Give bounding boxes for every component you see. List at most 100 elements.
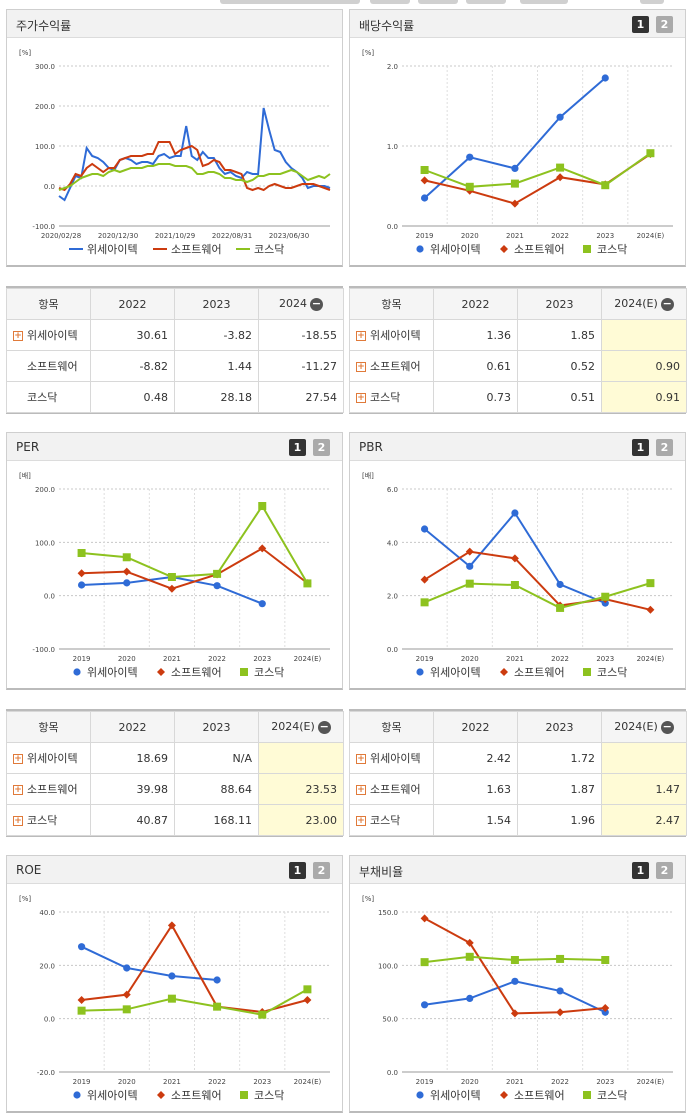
- expand-icon[interactable]: +: [356, 362, 366, 372]
- expand-icon[interactable]: +: [356, 393, 366, 403]
- data-point: [303, 579, 312, 588]
- x-tick-label: 2022/08/31: [212, 232, 252, 240]
- table-row: + 코스닥 0.73 0.51 0.91: [349, 381, 687, 413]
- table-cell: 1.63: [433, 773, 518, 805]
- data-point: [465, 182, 474, 191]
- data-point: [556, 173, 565, 182]
- x-tick-label: 2022: [208, 1078, 226, 1086]
- top-tab[interactable]: [520, 0, 568, 4]
- top-tab[interactable]: [466, 0, 506, 4]
- column-header: 2022: [90, 711, 175, 743]
- row-label: + 위세아이텍: [349, 319, 434, 351]
- page-2-button[interactable]: 2: [656, 862, 673, 879]
- panel-title: 부채비율: [359, 865, 404, 879]
- y-tick-label: 20.0: [39, 962, 55, 970]
- y-tick-label: -20.0: [37, 1069, 55, 1077]
- table-cell: 0.48: [90, 381, 175, 413]
- panel-title: PER: [16, 440, 40, 454]
- data-point: [420, 575, 429, 584]
- column-header: 2024(E) −: [258, 711, 344, 743]
- data-point: [258, 544, 267, 553]
- row-label: + 위세아이텍: [6, 742, 91, 774]
- legend-label: 소프트웨어: [171, 243, 222, 256]
- data-point: [123, 579, 131, 587]
- series-line: [58, 163, 331, 191]
- expand-icon[interactable]: +: [356, 754, 366, 764]
- expand-icon[interactable]: +: [13, 331, 23, 341]
- expand-icon[interactable]: +: [356, 785, 366, 795]
- page-1-button[interactable]: 1: [632, 16, 649, 33]
- data-point: [601, 74, 609, 82]
- data-point: [416, 668, 424, 676]
- table-cell: [601, 319, 687, 351]
- top-tab[interactable]: [370, 0, 410, 4]
- page-1-button[interactable]: 1: [289, 862, 306, 879]
- expand-icon[interactable]: +: [13, 816, 23, 826]
- row-label: + 코스닥: [349, 381, 434, 413]
- series-line: [424, 582, 651, 609]
- x-tick-label: 2020: [461, 232, 479, 240]
- y-tick-label: 0.0: [387, 646, 398, 654]
- pbr-table-wrap: 항목 2022 2023 2024(E) − + 위세아이텍 2.42 1.72 + 소프트웨어 1.…: [349, 709, 687, 837]
- stock-return-panel: 주가수익률 [%] -100.0 0.0 100.0 200.0 300.0 2020/02…: [6, 9, 343, 267]
- table-cell: 1.72: [517, 742, 602, 774]
- table-row: + 위세아이텍 30.61 -3.82 -18.55: [6, 319, 344, 351]
- debt-ratio-panel: 부채비율 1 2 [%] 0.0 50.0 100.0 150.0 2019 2020 202…: [349, 855, 686, 1113]
- data-point: [420, 525, 429, 533]
- panel-title: PBR: [359, 440, 383, 454]
- x-tick-label: 2024(E): [294, 655, 322, 663]
- y-tick-label: 100.0: [35, 143, 55, 151]
- y-tick-label: 2.0: [387, 593, 398, 601]
- collapse-icon[interactable]: −: [310, 296, 323, 311]
- top-tab[interactable]: [418, 0, 458, 4]
- table-cell: 23.00: [258, 804, 344, 836]
- page-2-button[interactable]: 2: [313, 439, 330, 456]
- collapse-icon[interactable]: −: [660, 296, 674, 311]
- page-2-button[interactable]: 2: [656, 439, 673, 456]
- data-point: [510, 1009, 519, 1018]
- legend-label: 소프트웨어: [171, 1089, 222, 1102]
- expand-icon[interactable]: +: [356, 816, 366, 826]
- data-point: [511, 164, 519, 172]
- table-cell: N/A: [174, 742, 259, 774]
- page-1-button[interactable]: 1: [289, 439, 306, 456]
- x-tick-label: 2020: [118, 655, 136, 663]
- data-point: [510, 581, 519, 589]
- data-point: [420, 1001, 429, 1009]
- pbr-panel: PBR 1 2 [배] 0.0 2.0 4.0 6.0 2019 2020 2021 2022 2…: [349, 432, 686, 690]
- y-tick-label: 200.0: [35, 103, 55, 111]
- panel-title: 배당수익률: [359, 19, 415, 33]
- y-tick-label: 1.0: [387, 143, 398, 151]
- data-point: [510, 956, 519, 964]
- table-row: + 소프트웨어 1.63 1.87 1.47: [349, 773, 687, 805]
- column-header: 2023: [174, 288, 259, 320]
- x-tick-label: 2021: [163, 655, 181, 663]
- series-line: [58, 141, 331, 192]
- collapse-icon[interactable]: −: [317, 719, 331, 734]
- panel-header: ROE 1 2: [7, 856, 342, 884]
- table-cell: -3.82: [174, 319, 259, 351]
- row-label: + 소프트웨어: [349, 773, 434, 805]
- top-tab[interactable]: [640, 0, 664, 4]
- column-header: 2023: [517, 711, 602, 743]
- x-tick-label: 2021: [506, 1078, 524, 1086]
- page-2-button[interactable]: 2: [313, 862, 330, 879]
- data-point: [465, 579, 474, 588]
- data-point: [601, 181, 610, 190]
- y-tick-label: 40.0: [39, 909, 55, 917]
- page-1-button[interactable]: 1: [632, 439, 649, 456]
- x-tick-label: 2020: [461, 655, 479, 663]
- column-header: 2022: [90, 288, 175, 320]
- expand-icon[interactable]: +: [13, 785, 23, 795]
- table-cell: 1.44: [174, 350, 259, 382]
- collapse-icon[interactable]: −: [660, 719, 674, 734]
- x-tick-label: 2023: [596, 232, 614, 240]
- page-1-button[interactable]: 1: [632, 862, 649, 879]
- expand-icon[interactable]: +: [13, 754, 23, 764]
- page-2-button[interactable]: 2: [656, 16, 673, 33]
- data-point: [556, 163, 565, 172]
- top-tab[interactable]: [220, 0, 360, 4]
- x-tick-label: 2020/02/28: [41, 232, 81, 240]
- expand-icon[interactable]: +: [356, 331, 366, 341]
- x-tick-label: 2019: [416, 232, 434, 240]
